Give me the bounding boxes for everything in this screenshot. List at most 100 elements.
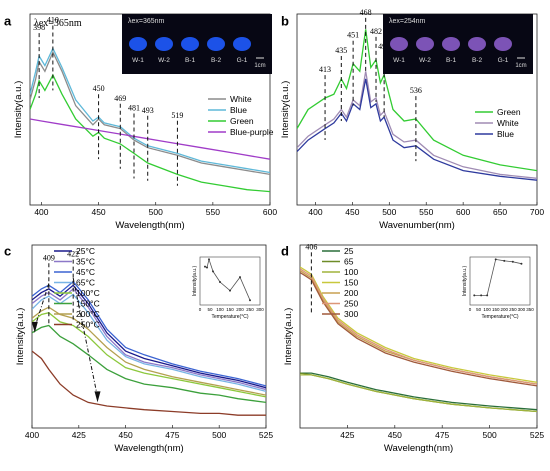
panel-letter: b <box>281 14 289 29</box>
legend-label: 150°C <box>76 299 100 309</box>
legend-label: Blue <box>497 129 514 139</box>
inset-x-tick-label: 200 <box>501 307 509 312</box>
inset-point <box>212 270 214 273</box>
sample-glow <box>129 37 147 51</box>
x-tick-label: 450 <box>119 430 133 440</box>
inset-x-tick-label: 250 <box>246 307 254 312</box>
plot-frame <box>299 244 538 429</box>
series-line <box>297 71 537 179</box>
peak-label: 413 <box>319 65 331 74</box>
legend-label: 150 <box>344 278 358 288</box>
series-line <box>300 266 537 383</box>
inset-x-tick-label: 350 <box>526 307 534 312</box>
x-tick-label: 650 <box>493 207 507 217</box>
inset-point <box>494 258 497 261</box>
legend-label: Blue <box>230 105 247 115</box>
series-line <box>300 372 537 411</box>
inset-x-tick-label: 250 <box>509 307 517 312</box>
inset-x-tick-label: 0 <box>469 307 472 312</box>
inset-point <box>520 262 523 265</box>
x-tick-label: 500 <box>382 207 396 217</box>
legend-label: 45°C <box>76 267 95 277</box>
x-tick-label: 400 <box>308 207 322 217</box>
x-tick-label: 500 <box>149 207 163 217</box>
sample-label: W-2 <box>158 57 170 64</box>
x-tick-label: 475 <box>165 430 179 440</box>
scale-bar-label: 1cm <box>515 63 526 69</box>
y-axis-label: Intensity(a.u.) <box>283 308 294 366</box>
sample-glow <box>233 37 251 51</box>
series-line <box>32 306 266 396</box>
inset-x-tick-label: 50 <box>207 307 213 312</box>
x-tick-label: 475 <box>435 430 449 440</box>
series-line <box>30 50 270 176</box>
inset-point <box>249 299 251 302</box>
peak-label: 451 <box>347 31 359 40</box>
x-tick-label: 425 <box>340 430 354 440</box>
sample-glow <box>416 37 434 51</box>
inset-point <box>511 260 514 263</box>
series-line <box>32 280 266 387</box>
x-tick-label: 400 <box>34 207 48 217</box>
sample-glow <box>390 37 408 51</box>
inset-point <box>486 294 489 297</box>
peak-label: 469 <box>114 94 126 103</box>
x-axis-label: Wavenumber(nm) <box>379 220 455 231</box>
inset-point <box>208 258 210 261</box>
x-tick-label: 550 <box>419 207 433 217</box>
x-axis-label: Wavelength(nm) <box>114 443 183 454</box>
series-line <box>30 46 270 174</box>
peak-label: 410 <box>47 15 59 24</box>
inset-x-tick-label: 150 <box>492 307 500 312</box>
inset-x-tick-label: 100 <box>216 307 224 312</box>
trend-arrow-422 <box>72 277 99 397</box>
inset-y-axis-label: Intensity(a.u.) <box>192 266 198 297</box>
x-tick-label: 450 <box>345 207 359 217</box>
plot-area <box>32 280 266 416</box>
x-tick-label: 600 <box>263 207 277 217</box>
inset-x-tick-label: 0 <box>199 307 202 312</box>
inset-photo-header: λex=365nm <box>128 18 165 25</box>
legend-label: 65°C <box>76 278 95 288</box>
peak-label: 398 <box>33 23 45 32</box>
x-tick-label: 700 <box>530 207 544 217</box>
legend-label: 300 <box>344 309 358 319</box>
series-line <box>30 73 270 193</box>
series-line <box>300 374 537 413</box>
x-tick-label: 525 <box>259 430 273 440</box>
sample-label: G-1 <box>498 57 509 64</box>
series-line <box>32 324 266 404</box>
x-tick-label: 525 <box>530 430 544 440</box>
panel-letter: c <box>4 244 11 259</box>
inset-x-axis-label: Temperature(°C) <box>481 314 518 320</box>
peak-label: 481 <box>128 104 140 113</box>
peak-label: 406 <box>305 242 317 251</box>
y-axis-label: Intensity(a.u.) <box>13 81 24 139</box>
plot-frame <box>31 244 267 429</box>
peak-label: 482 <box>370 27 382 36</box>
legend-label: 250°C <box>76 320 100 330</box>
series-line <box>32 311 266 398</box>
inset-photo-header: λex=254nm <box>389 18 426 25</box>
sample-glow <box>468 37 486 51</box>
legend-label: Green <box>230 116 254 126</box>
x-tick-label: 500 <box>212 430 226 440</box>
sample-glow <box>207 37 225 51</box>
inset-point <box>219 280 221 283</box>
peak-label: 435 <box>335 46 347 55</box>
plot-area <box>300 266 537 413</box>
panel-letter: d <box>281 244 289 259</box>
inset-x-axis-label: Temperature(°C) <box>211 314 248 320</box>
series-line <box>30 118 270 160</box>
sample-label: W-2 <box>419 57 431 64</box>
y-axis-label: Intensity(a.u.) <box>15 308 26 366</box>
series-line <box>297 78 537 181</box>
x-tick-label: 450 <box>91 207 105 217</box>
sample-label: B-2 <box>211 57 222 64</box>
legend-label: 65 <box>344 257 354 267</box>
x-tick-label: 600 <box>456 207 470 217</box>
series-line <box>32 287 266 391</box>
inset-x-tick-label: 50 <box>476 307 482 312</box>
